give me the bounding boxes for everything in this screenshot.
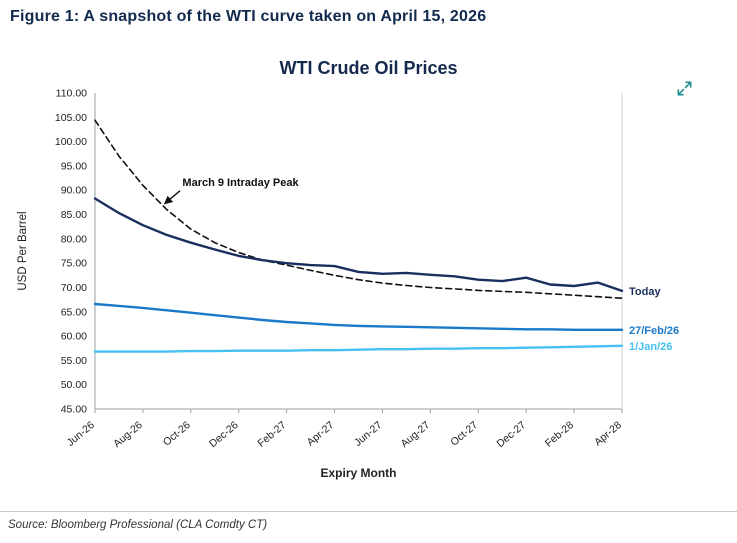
svg-text:Feb-27: Feb-27 xyxy=(255,419,288,450)
series-label-today: Today xyxy=(629,286,661,298)
series-label-27-feb-26: 27/Feb/26 xyxy=(629,325,679,337)
series-label-1-jan-26: 1/Jan/26 xyxy=(629,341,672,353)
svg-text:Aug-27: Aug-27 xyxy=(399,419,433,450)
x-axis-labels: Jun-26 Aug-26 Oct-26 Dec-26 Feb-27 Apr-27 Jun-… xyxy=(65,409,624,450)
source-note: Source: Bloomberg Professional (CLA Comd… xyxy=(8,519,268,531)
expand-icon[interactable] xyxy=(676,80,693,97)
svg-text:Oct-27: Oct-27 xyxy=(448,419,480,449)
axis-titles: USD Per Barrel Expiry Month xyxy=(17,211,397,480)
axes xyxy=(94,93,623,410)
svg-text:Dec-27: Dec-27 xyxy=(494,419,528,450)
svg-text:80.00: 80.00 xyxy=(61,233,87,245)
series-27-feb-26 xyxy=(93,302,624,332)
figure-caption: Figure 1: A snapshot of the WTI curve ta… xyxy=(10,8,487,25)
svg-text:Apr-28: Apr-28 xyxy=(592,419,624,449)
chart-container: WTI Crude Oil Prices 45.00 50.00 55.00 60.0… xyxy=(0,58,737,504)
price-chart: 45.00 50.00 55.00 60.00 65.00 70.00 75.00 80.00… xyxy=(17,88,679,481)
svg-text:45.00: 45.00 xyxy=(61,404,87,416)
svg-text:85.00: 85.00 xyxy=(61,209,87,221)
svg-text:Oct-26: Oct-26 xyxy=(161,419,193,449)
svg-text:90.00: 90.00 xyxy=(61,185,87,197)
svg-text:75.00: 75.00 xyxy=(61,258,87,270)
svg-text:50.00: 50.00 xyxy=(61,379,87,391)
series-labels: Today 27/Feb/26 1/Jan/26 xyxy=(629,286,679,353)
svg-text:95.00: 95.00 xyxy=(61,160,87,172)
y-axis-labels: 45.00 50.00 55.00 60.00 65.00 70.00 75.00 80.00… xyxy=(55,88,87,416)
series-1-jan-26 xyxy=(93,344,624,353)
svg-text:Jun-27: Jun-27 xyxy=(352,419,384,449)
annotation-label: March 9 Intraday Peak xyxy=(182,177,299,189)
svg-text:Jun-26: Jun-26 xyxy=(65,419,97,449)
svg-text:Apr-27: Apr-27 xyxy=(305,419,337,449)
series-lines xyxy=(93,119,624,353)
svg-text:60.00: 60.00 xyxy=(61,331,87,343)
svg-text:55.00: 55.00 xyxy=(61,355,87,367)
svg-text:65.00: 65.00 xyxy=(61,306,87,318)
series-today xyxy=(93,197,624,293)
svg-text:100.00: 100.00 xyxy=(55,136,87,148)
chart-title: WTI Crude Oil Prices xyxy=(279,58,458,78)
svg-text:105.00: 105.00 xyxy=(55,112,87,124)
annotation: March 9 Intraday Peak xyxy=(163,177,299,205)
svg-text:USD Per Barrel: USD Per Barrel xyxy=(17,211,29,290)
svg-text:Feb-28: Feb-28 xyxy=(543,419,576,450)
svg-text:Aug-26: Aug-26 xyxy=(111,419,145,450)
series-march-9-intraday-peak xyxy=(94,119,623,299)
expand-arrows-icon xyxy=(677,81,692,96)
svg-text:70.00: 70.00 xyxy=(61,282,87,294)
svg-text:Expiry Month: Expiry Month xyxy=(320,466,396,480)
svg-text:Dec-26: Dec-26 xyxy=(207,419,241,450)
svg-text:110.00: 110.00 xyxy=(56,88,87,100)
divider xyxy=(0,511,737,512)
